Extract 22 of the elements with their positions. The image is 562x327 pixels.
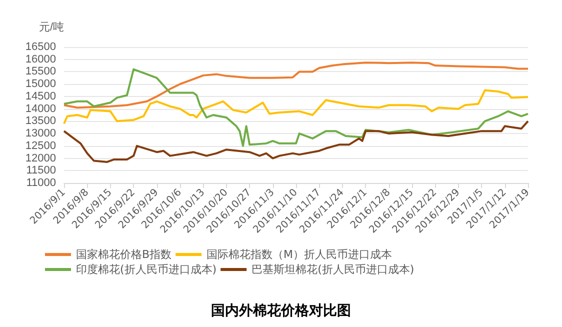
text: 国内外棉花价格对比图 [211,303,351,319]
legend-label: 国家棉花价格B指数 [76,248,172,261]
line-series [63,120,529,163]
y-tick-label: 12500 [25,140,56,152]
y-tick-label: 14500 [25,90,56,102]
y-tick-label: 16500 [25,41,56,53]
y-tick-label: 15500 [25,66,56,78]
y-tick-label: 16000 [25,53,56,66]
y-tick-label: 11500 [26,164,56,177]
y-tick-label: 13000 [25,128,56,140]
legend-label: 巴基斯坦棉花(折人民币进口成本) [252,263,414,276]
line-series [63,62,529,109]
line-series [63,68,529,147]
line-series [63,89,529,125]
y-tick-label: 12000 [25,152,56,164]
y-tick-label: 11000 [26,177,56,189]
y-tick-label: 15000 [25,78,56,90]
legend-label: 国际棉花指数（M）折人民币进口成本 [206,248,392,261]
y-tick-label: 14000 [25,102,56,115]
y-tick-label: 13500 [25,115,56,128]
y-axis-title: 元/吨 [38,20,64,34]
legend-label: 印度棉花(折人民币进口成本) [76,263,217,276]
